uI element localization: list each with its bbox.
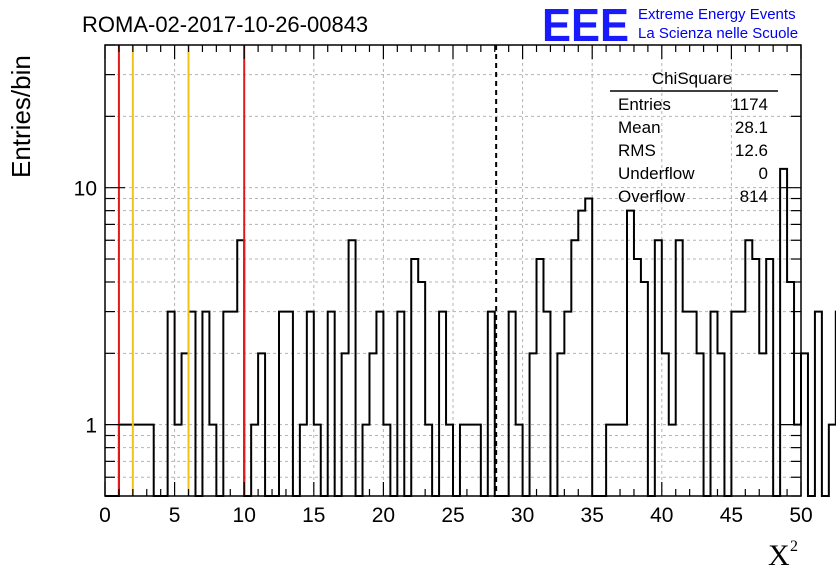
x-tick-label: 35 [581,504,604,527]
stats-row-label: Mean [618,118,661,137]
x-tick-label: 5 [169,504,181,527]
stats-name: ChiSquare [652,69,732,88]
x-axis-label-sup: 2 [790,538,798,555]
stats-rows: Entries 1174 Mean 28.1 RMS 12.6 Underflow 0 Over… [618,95,768,206]
stats-row-label: Underflow [618,164,695,183]
threshold-lines [117,45,498,496]
y-axis-label: Entries/bin [6,55,36,178]
x-tick-label: 10 [233,504,256,527]
stats-row-value: 0 [759,164,768,183]
axis-ticks: 0 5 10 15 20 25 30 35 40 45 50 1 10 [74,44,813,527]
x-tick-label: 15 [302,504,325,527]
stats-row-label: RMS [618,141,656,160]
x-tick-label: 25 [441,504,464,527]
logo-line1: Extreme Energy Events [638,6,796,23]
stats-row-label: Overflow [618,187,686,206]
logo-mark: EEE [542,0,629,51]
x-tick-label: 50 [789,504,812,527]
x-axis-label-text: X [768,539,790,572]
y-tick-label: 10 [74,178,97,201]
x-axis-label: X 2 [768,538,798,572]
x-tick-label: 0 [99,504,111,527]
chart-title: ROMA-02-2017-10-26-00843 [82,12,368,37]
stats-row-value: 12.6 [735,141,768,160]
stats-row-value: 28.1 [735,118,768,137]
x-tick-label: 45 [720,504,743,527]
x-tick-label: 40 [650,504,673,527]
stats-row-value: 814 [740,187,768,206]
y-tick-label: 1 [85,415,97,438]
x-tick-label: 20 [372,504,395,527]
eee-logo: EEE Extreme Energy Events La Scienza nel… [542,0,798,51]
x-tick-label: 30 [511,504,534,527]
logo-line2: La Scienza nelle Scuole [638,25,798,42]
histogram-outline [105,167,836,497]
histogram [105,167,836,497]
stats-box: ChiSquare Entries 1174 Mean 28.1 RMS 12.6 Unde… [610,69,778,206]
stats-row-value: 1174 [731,95,768,114]
stats-row-label: Entries [618,95,671,114]
